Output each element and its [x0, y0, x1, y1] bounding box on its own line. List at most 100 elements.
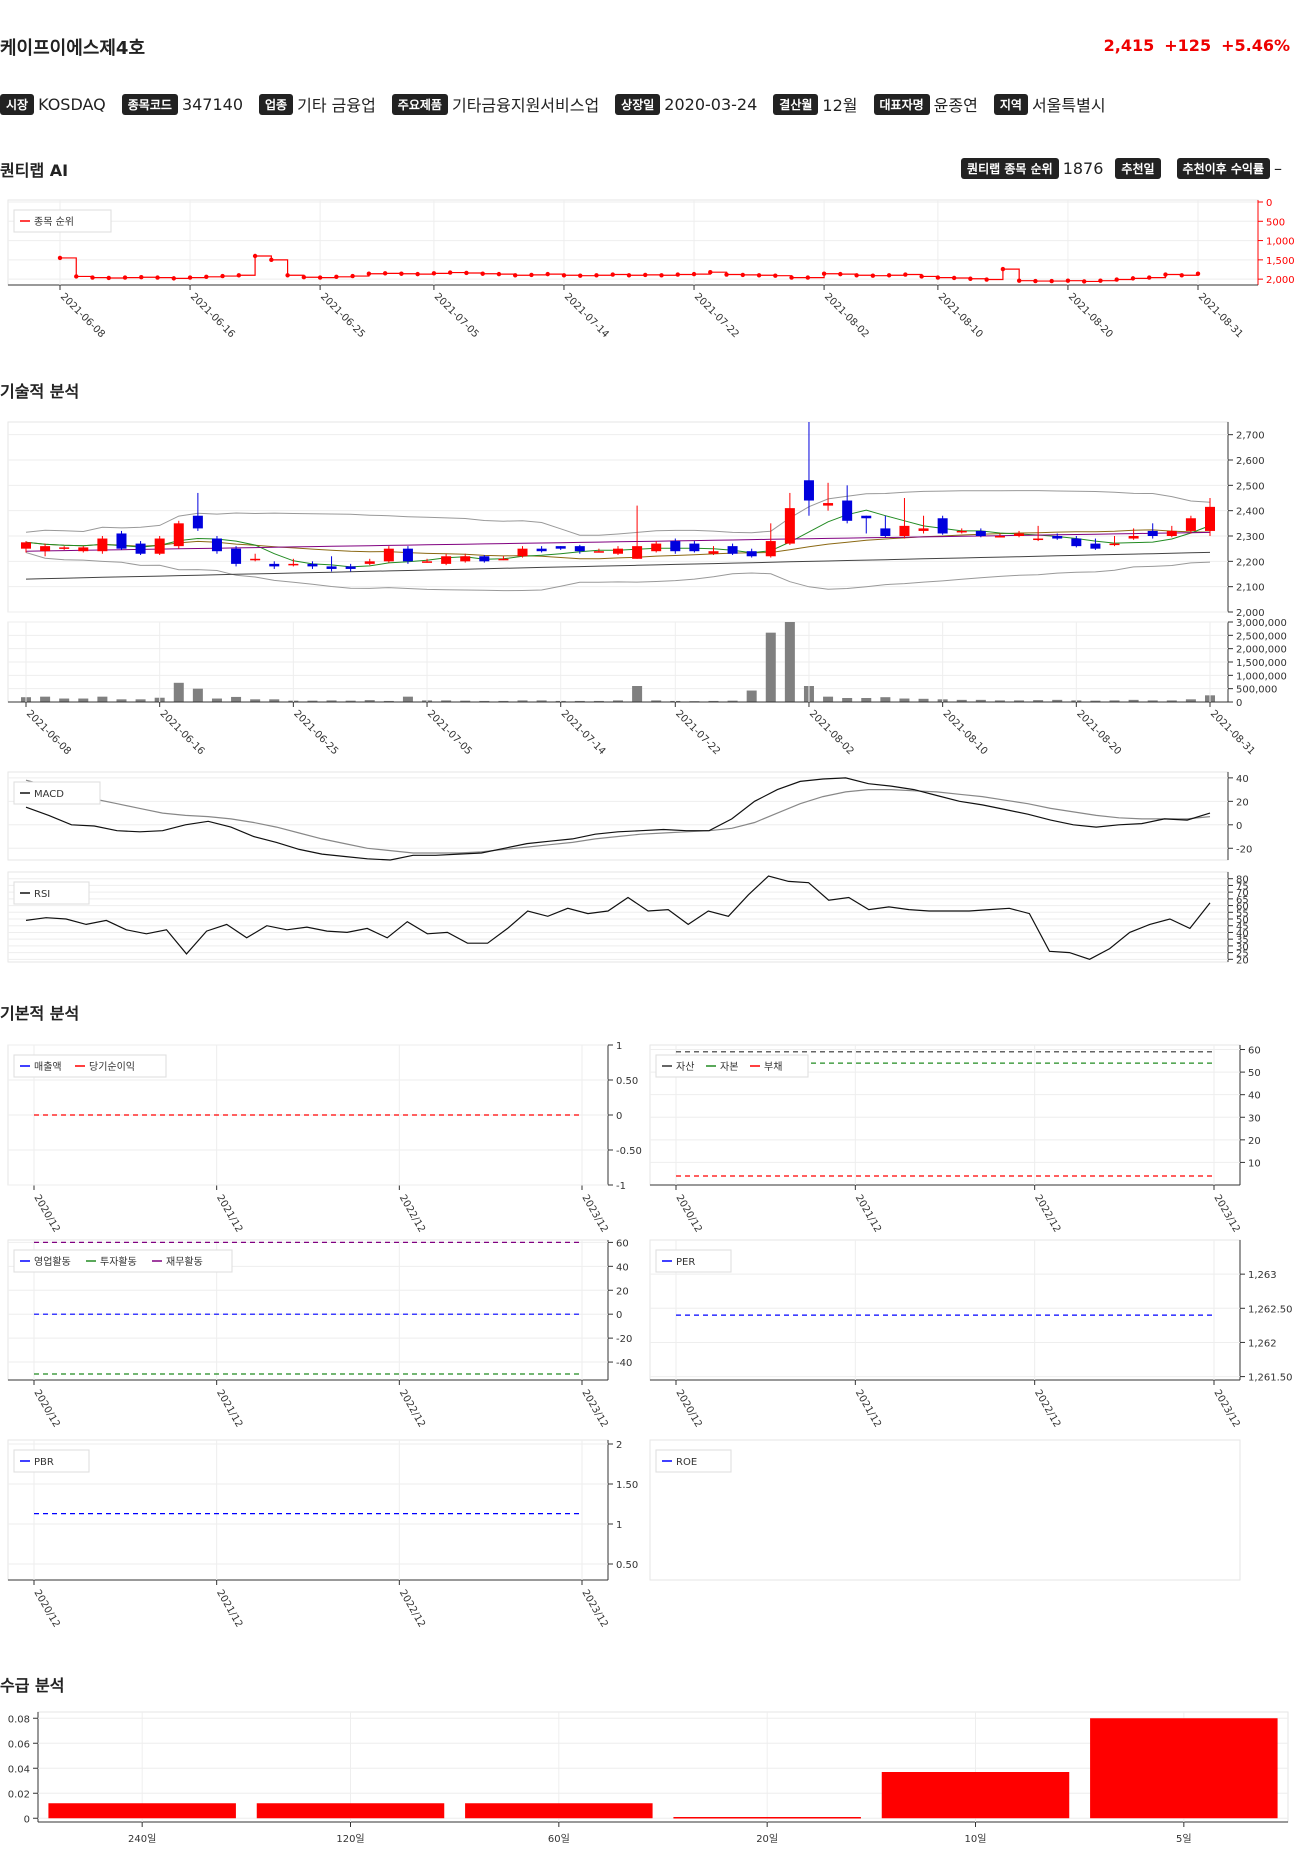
rank-y-tick-label: 0	[1266, 198, 1272, 209]
current-price: 2,415	[1103, 36, 1155, 55]
candle-body	[97, 538, 108, 552]
rsi-y-tick-label: 25	[1236, 949, 1249, 960]
volume-bar	[326, 700, 337, 702]
rank-point	[675, 272, 680, 277]
rank-point	[90, 275, 95, 280]
rank-point	[1049, 278, 1054, 284]
rec-date-tag: 추천일	[1115, 158, 1161, 179]
macd-y-tick-label: 0	[1236, 821, 1242, 832]
candle-frame	[7, 421, 1229, 613]
section-title-supply: 수급 분석	[0, 1676, 65, 1695]
candle-body	[479, 556, 490, 562]
sales-y-tick-label: -1	[616, 1181, 626, 1192]
rank-point	[317, 275, 323, 280]
rsi-y-tick-label: 80	[1236, 875, 1249, 886]
market-value: KOSDAQ	[38, 94, 106, 114]
per-y-tick-label: 1,261.50	[1248, 1373, 1293, 1384]
rsi-y-tick-label: 50	[1236, 915, 1249, 926]
candle-body	[460, 556, 471, 562]
volume-bar	[345, 700, 356, 702]
sales-legend-label: 매출액	[34, 1061, 62, 1073]
rank-point	[220, 273, 225, 279]
rank-x-tick-label: 2021-06-08	[58, 291, 107, 340]
rank-point	[269, 257, 274, 263]
candle-body	[402, 548, 413, 562]
pbr-x-tick-label: 2020/12	[31, 1588, 61, 1629]
market-tag: 시장	[0, 93, 35, 115]
rank-x-tick-label: 2021-06-25	[318, 291, 367, 340]
rsi-y-tick-label: 60	[1236, 902, 1249, 913]
rsi-y-tick-label: 30	[1236, 942, 1249, 953]
rsi-y-tick-label: 40	[1236, 928, 1249, 939]
supply-x-tick-label: 60일	[548, 1833, 570, 1845]
candle-y-tick-label: 2,700	[1236, 431, 1265, 442]
pbr-legend-box	[13, 1449, 90, 1473]
balance-x-tick-label: 2021/12	[853, 1193, 883, 1234]
volume-bar	[651, 700, 662, 702]
roe-frame	[649, 1439, 1241, 1581]
rank-point	[1195, 271, 1201, 276]
ai-info: 퀀티랩 종목 순위 1876 추천일 추천이후 수익률 –	[949, 158, 1282, 179]
candle-body	[422, 561, 433, 563]
candle-body	[154, 538, 165, 554]
bollinger-upper-line	[25, 490, 1211, 536]
volume-bar	[460, 700, 471, 702]
balance-legend-label: 부채	[764, 1061, 782, 1073]
per-frame	[649, 1239, 1241, 1381]
supply-x-tick-label: 20일	[756, 1833, 778, 1845]
rank-point	[838, 271, 843, 277]
candle-body	[803, 480, 814, 501]
rank-y-tick-label: 2,000	[1266, 275, 1295, 286]
rank-point	[984, 277, 989, 282]
rank-point	[236, 273, 242, 278]
rank-point	[399, 271, 404, 276]
rank-point	[529, 272, 534, 278]
volume-bar	[1033, 700, 1044, 702]
volume-bar	[402, 696, 413, 702]
ceo-value: 윤종연	[933, 96, 978, 115]
rank-point	[1179, 273, 1184, 278]
volume-x-tick-label: 2021-06-25	[291, 708, 340, 757]
volume-bar	[784, 622, 795, 702]
sales-y-tick-label: 0.50	[616, 1076, 638, 1087]
volume-bar	[956, 699, 967, 702]
rank-point	[1098, 278, 1103, 283]
candle-body	[135, 543, 146, 554]
volume-bar	[40, 696, 51, 702]
price-change-pct: +5.46%	[1221, 36, 1290, 55]
volume-x-tick-label: 2021-08-10	[941, 708, 990, 757]
rank-point	[204, 274, 209, 280]
rank-point	[480, 271, 485, 276]
macd-frame	[7, 771, 1229, 861]
rank-point	[740, 272, 745, 278]
candle-body	[918, 528, 929, 531]
supply-y-tick-label: 0.06	[8, 1739, 30, 1750]
candle-body	[59, 547, 70, 549]
rank-point	[594, 273, 599, 278]
volume-bar	[192, 688, 203, 702]
bollinger-lower-line	[25, 552, 1211, 592]
candle-body	[345, 566, 356, 569]
balance-legend-box	[655, 1054, 809, 1078]
rank-point	[350, 273, 355, 279]
volume-x-tick-label: 2021-07-14	[559, 708, 608, 757]
supply-x-tick-label: 10일	[965, 1833, 987, 1845]
rsi-legend-label: RSI	[34, 889, 50, 900]
rank-y-tick-label: 1,000	[1266, 237, 1295, 248]
balance-x-tick-label: 2023/12	[1211, 1193, 1241, 1234]
volume-bar	[593, 700, 604, 702]
volume-bar	[97, 696, 108, 702]
cashflow-x-tick-label: 2021/12	[214, 1388, 244, 1429]
volume-bar	[364, 700, 375, 702]
cashflow-legend-box	[13, 1249, 233, 1273]
rank-point	[301, 275, 307, 280]
rank-point	[951, 275, 957, 281]
macd-y-tick-label: 20	[1236, 797, 1249, 808]
rank-point	[74, 274, 79, 279]
sales-y-tick-label: 0	[616, 1111, 622, 1122]
candle-y-tick-label: 2,100	[1236, 583, 1265, 594]
rank-point	[886, 273, 892, 278]
volume-bar	[918, 698, 929, 702]
candle-body	[899, 525, 910, 536]
macd-legend-label: MACD	[34, 789, 64, 800]
